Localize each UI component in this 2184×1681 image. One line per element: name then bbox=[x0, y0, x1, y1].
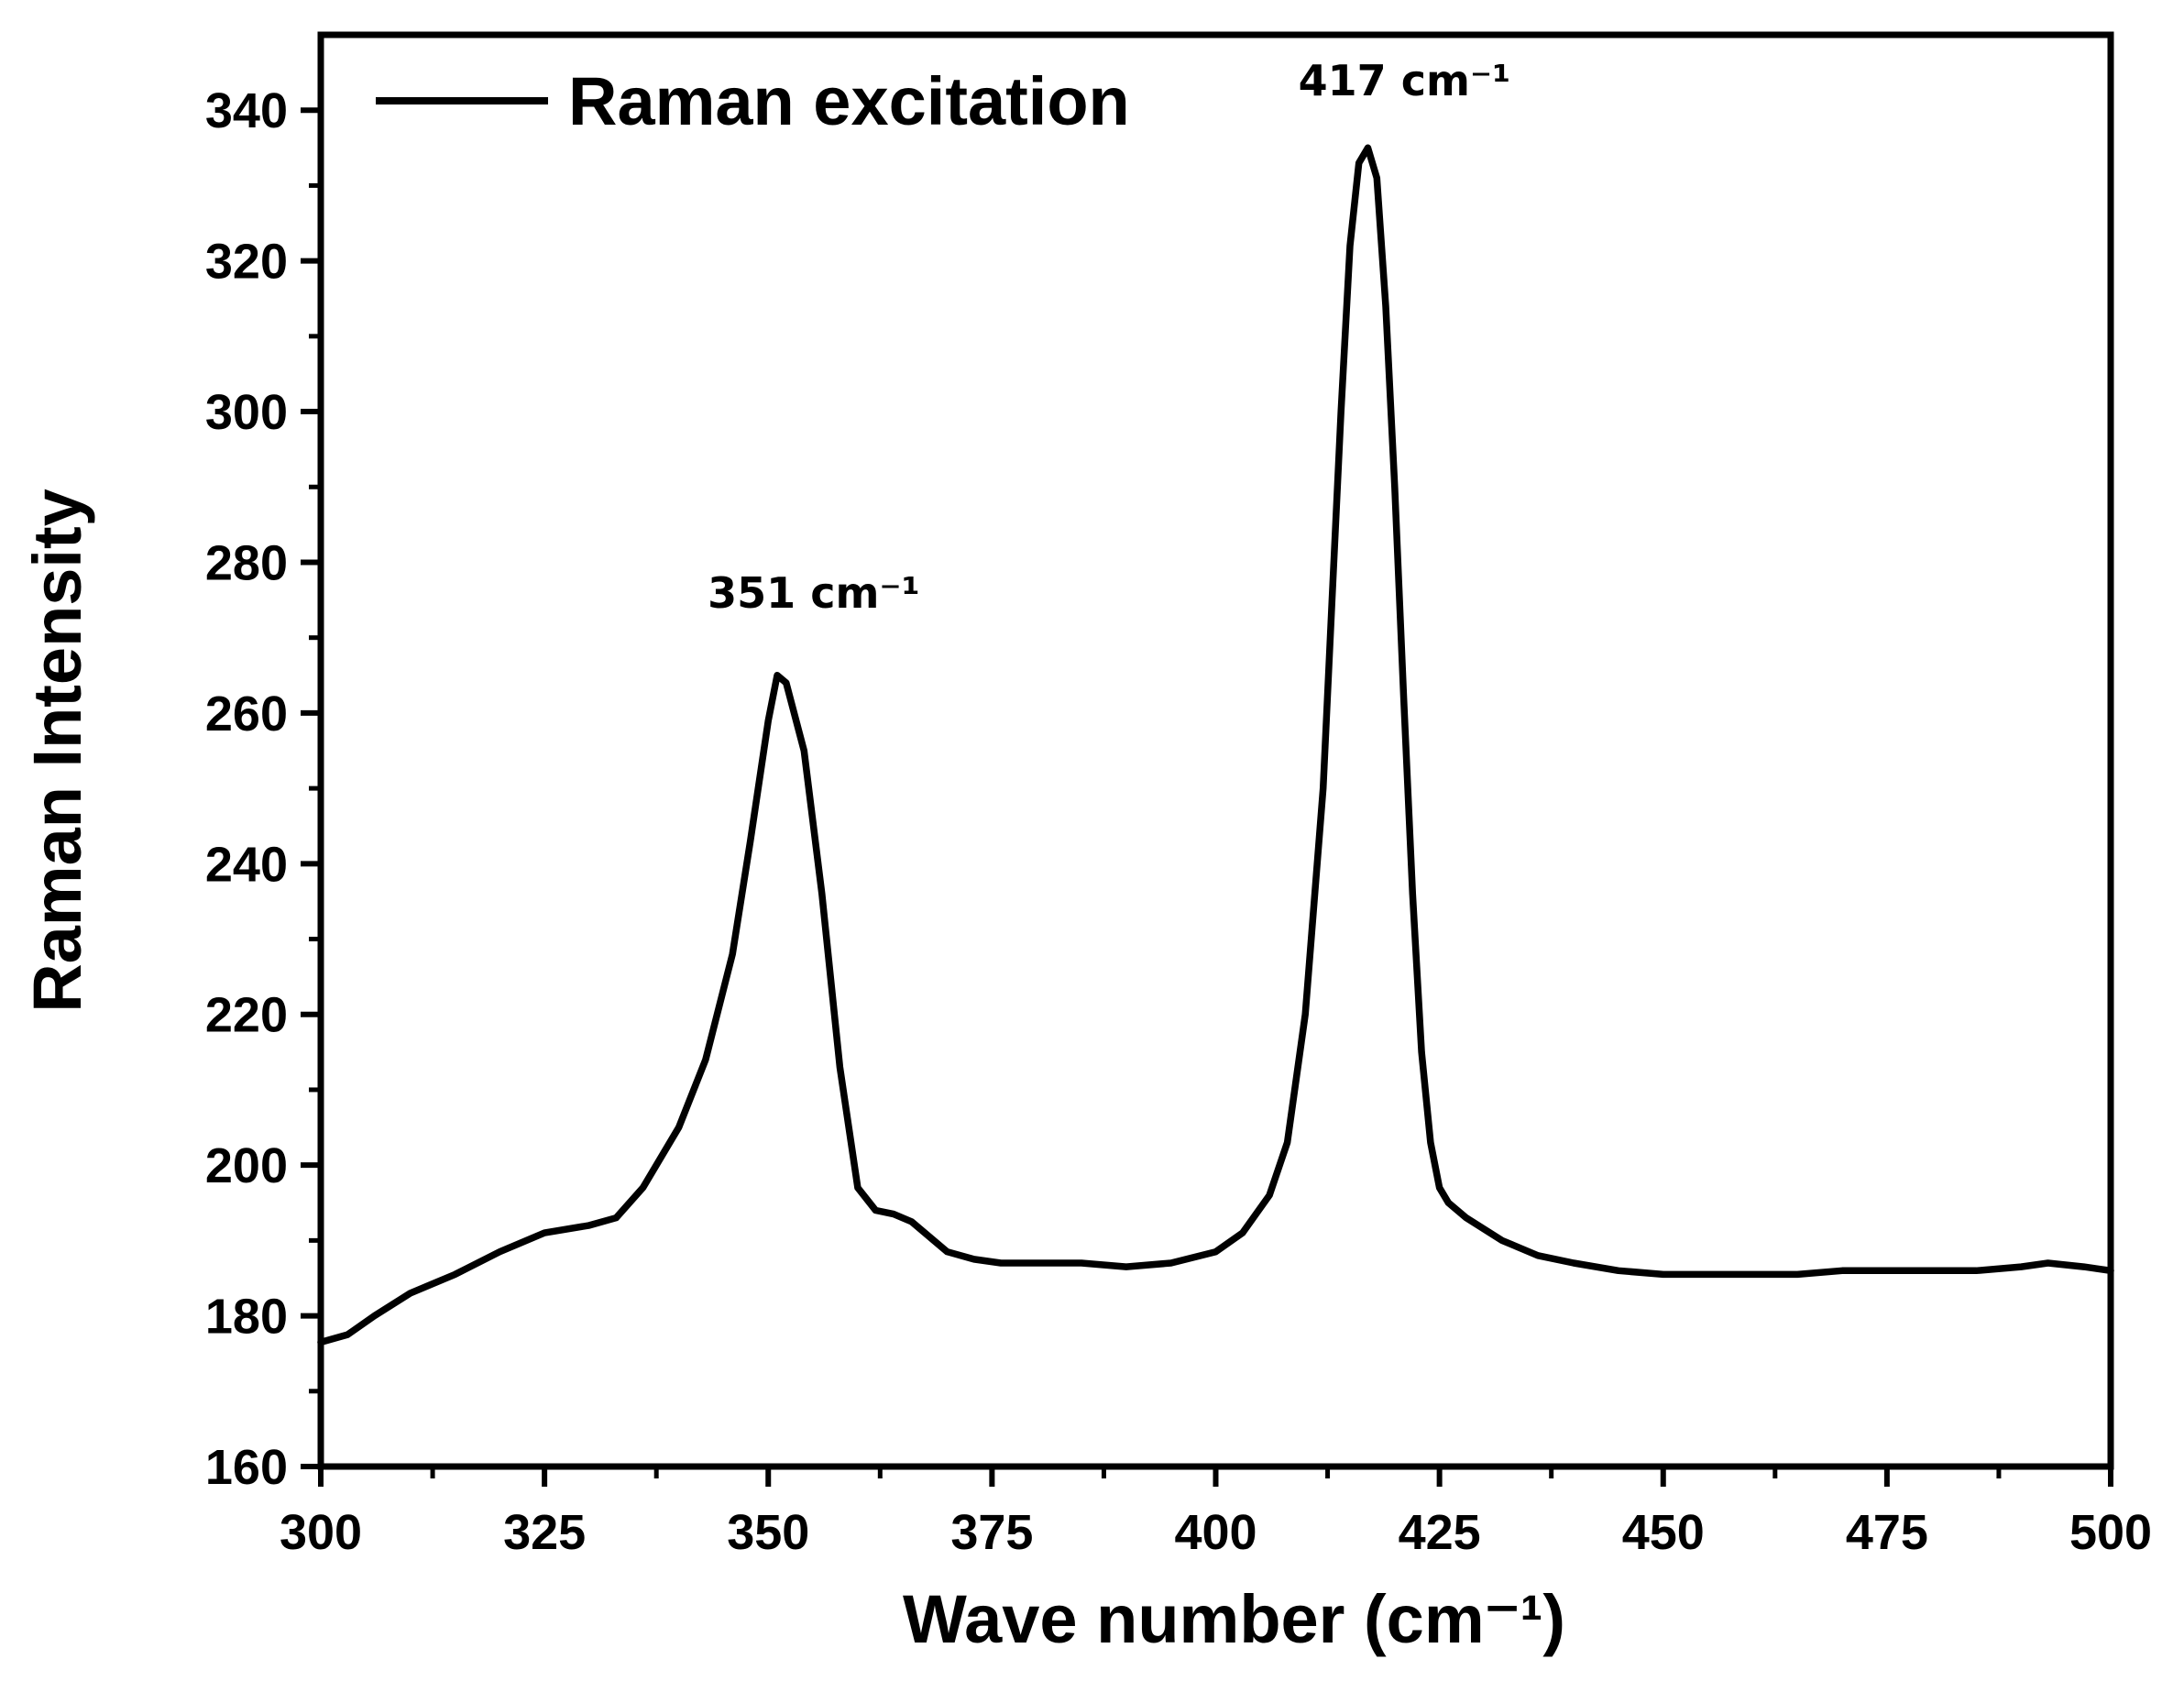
y-tick-label: 200 bbox=[205, 1138, 288, 1193]
peak-annotations: 351 cm⁻¹ 417 cm⁻¹ bbox=[708, 56, 1510, 618]
y-tick-label: 160 bbox=[205, 1440, 288, 1495]
x-tick-label: 425 bbox=[1399, 1505, 1481, 1560]
x-tick-label: 450 bbox=[1622, 1505, 1705, 1560]
y-tick-label: 220 bbox=[205, 988, 288, 1043]
x-tick-label: 400 bbox=[1174, 1505, 1257, 1560]
plot-frame bbox=[317, 31, 2114, 1470]
legend: Raman excitation bbox=[376, 63, 1130, 139]
x-tick-label: 300 bbox=[280, 1505, 362, 1560]
y-tick-label: 300 bbox=[205, 385, 288, 440]
x-tick-label: 475 bbox=[1846, 1505, 1928, 1560]
y-axis-title: Raman Intensity bbox=[19, 489, 95, 1013]
y-tick-label: 180 bbox=[205, 1290, 288, 1345]
x-tick-label: 375 bbox=[950, 1505, 1033, 1560]
raman-excitation-line bbox=[317, 144, 2114, 1346]
y-tick-label: 320 bbox=[205, 235, 288, 290]
tick-labels: 300 325 350 375 400 425 450 475 500 160 180 200 220 2… bbox=[205, 83, 2152, 1560]
y-tick-label: 260 bbox=[205, 687, 288, 742]
x-tick-label: 325 bbox=[503, 1505, 586, 1560]
legend-label: Raman excitation bbox=[568, 63, 1130, 139]
x-axis-title: Wave number (cm⁻¹) bbox=[903, 1581, 1565, 1657]
tick-marks bbox=[301, 107, 2113, 1487]
peak-annotation: 417 cm⁻¹ bbox=[1299, 56, 1511, 105]
y-tick-label: 340 bbox=[205, 83, 288, 138]
y-tick-label: 280 bbox=[205, 535, 288, 590]
y-tick-label: 240 bbox=[205, 837, 288, 892]
x-tick-label: 350 bbox=[727, 1505, 809, 1560]
peak-annotation: 351 cm⁻¹ bbox=[708, 568, 920, 618]
x-tick-label: 500 bbox=[2069, 1505, 2152, 1560]
